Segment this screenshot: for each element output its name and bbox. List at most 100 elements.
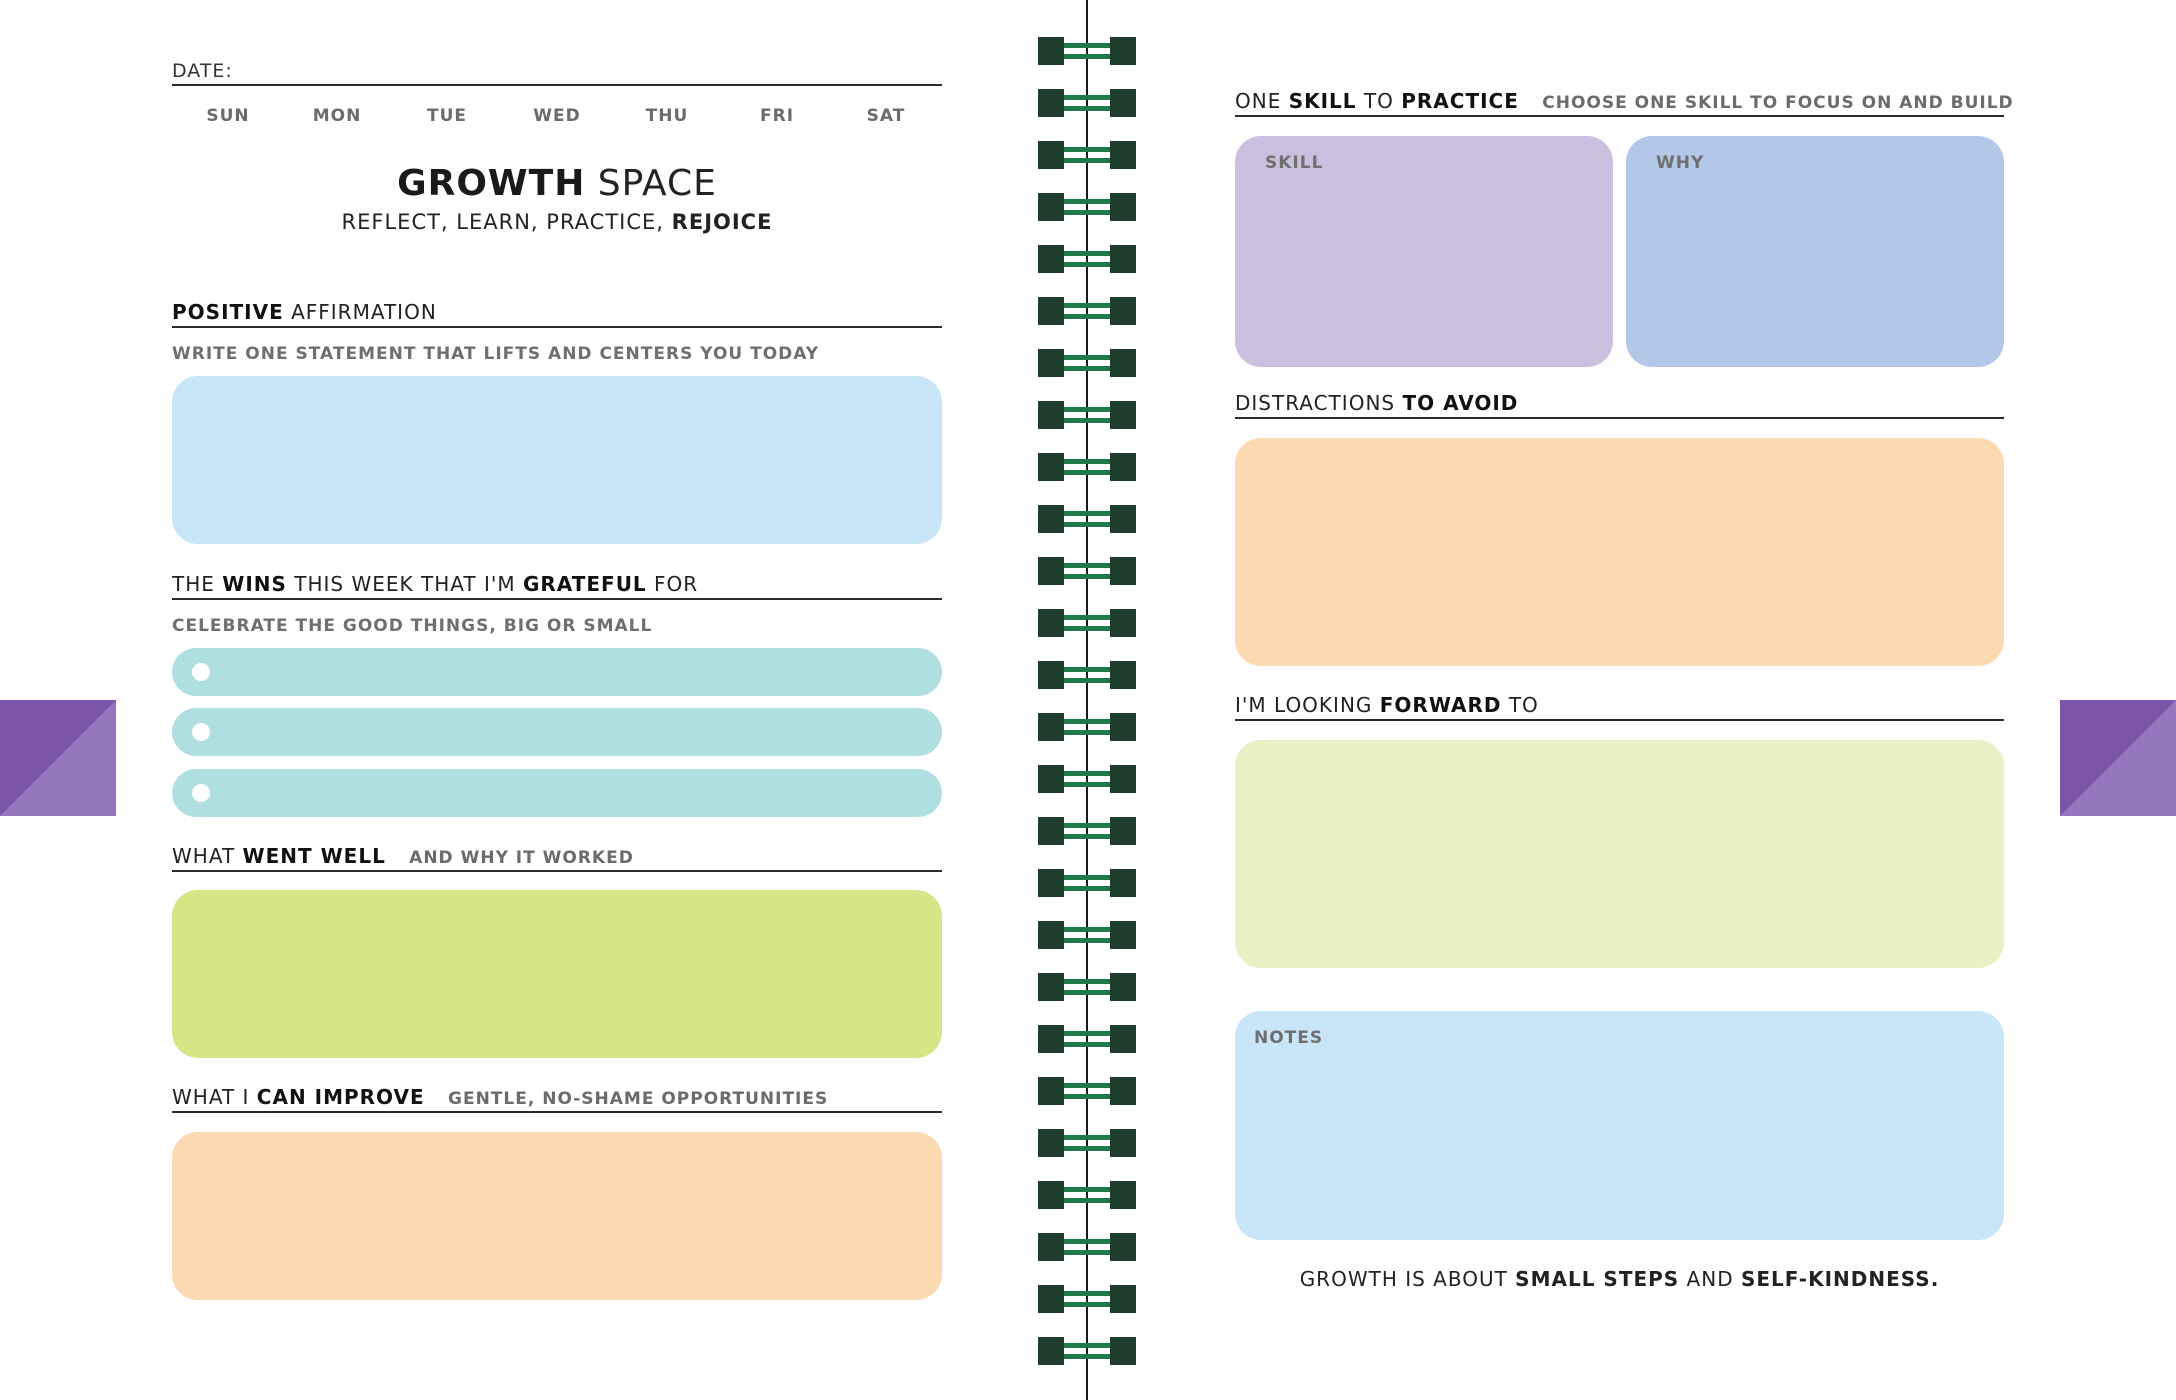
binding-coil <box>1038 349 1136 377</box>
day-wed[interactable]: WED <box>533 106 581 126</box>
footer-t4: SELF-KINDNESS. <box>1740 1267 1940 1291</box>
affirmation-input-box[interactable] <box>172 376 942 544</box>
binding-coil <box>1038 245 1136 273</box>
title-bold: GROWTH <box>397 163 586 204</box>
improve-heading-t2: CAN IMPROVE <box>256 1085 425 1109</box>
binding-coil <box>1038 921 1136 949</box>
improve-heading: WHAT I CAN IMPROVE GENTLE, NO-SHAME OPPO… <box>172 1085 828 1109</box>
binding-coil <box>1038 1233 1136 1261</box>
binding-coil <box>1038 557 1136 585</box>
page-title: GROWTH SPACE <box>172 163 942 204</box>
improve-heading-t1: WHAT I <box>172 1085 250 1109</box>
notes-input-box[interactable]: NOTES <box>1235 1011 2004 1240</box>
skill-label: SKILL <box>1265 153 1324 173</box>
forward-heading-t2: FORWARD <box>1379 693 1502 717</box>
went-well-heading: WHAT WENT WELL AND WHY IT WORKED <box>172 844 634 868</box>
forward-heading: I'M LOOKING FORWARD TO <box>1235 693 1539 717</box>
affirmation-heading-rest: AFFIRMATION <box>291 300 437 324</box>
page-subtitle: REFLECT, LEARN, PRACTICE, REJOICE <box>172 210 942 234</box>
skill-heading-t4: PRACTICE <box>1401 89 1519 113</box>
footer-t2: SMALL STEPS <box>1515 1267 1680 1291</box>
skill-heading-t2: SKILL <box>1288 89 1357 113</box>
binding-coil <box>1038 37 1136 65</box>
binding-coil <box>1038 973 1136 1001</box>
why-input-box[interactable]: WHY <box>1626 136 2004 367</box>
day-tue[interactable]: TUE <box>426 106 468 126</box>
day-sun[interactable]: SUN <box>206 106 250 126</box>
went-well-heading-t1: WHAT <box>172 844 236 868</box>
right-page-tab[interactable] <box>2060 700 2176 816</box>
improve-rule <box>172 1111 942 1113</box>
spine-line <box>1086 0 1088 1400</box>
binding-coil <box>1038 401 1136 429</box>
win-line-1[interactable] <box>172 648 942 696</box>
win-line-3[interactable] <box>172 769 942 817</box>
binding-coil <box>1038 193 1136 221</box>
bullet-icon <box>192 663 210 681</box>
binding-coil <box>1038 713 1136 741</box>
wins-rule <box>172 598 942 600</box>
binding-coil <box>1038 1181 1136 1209</box>
day-thu[interactable]: THU <box>645 106 689 126</box>
distractions-input-box[interactable] <box>1235 438 2004 666</box>
binding-coil <box>1038 661 1136 689</box>
binding-coil <box>1038 765 1136 793</box>
binding-coil <box>1038 89 1136 117</box>
binding-coil <box>1038 505 1136 533</box>
wins-heading-t2: WINS <box>222 572 287 596</box>
binding-coil <box>1038 141 1136 169</box>
why-label: WHY <box>1656 153 1705 173</box>
went-well-rule <box>172 870 942 872</box>
day-mon[interactable]: MON <box>312 106 362 126</box>
win-line-2[interactable] <box>172 708 942 756</box>
skill-note: CHOOSE ONE SKILL TO FOCUS ON AND BUILD <box>1542 93 2014 113</box>
bullet-icon <box>192 784 210 802</box>
binding-coil <box>1038 1077 1136 1105</box>
distractions-heading: DISTRACTIONS TO AVOID <box>1235 391 1518 415</box>
skill-heading-t1: ONE <box>1235 89 1282 113</box>
distractions-heading-t1: DISTRACTIONS <box>1235 391 1396 415</box>
skill-rule <box>1235 115 2004 117</box>
notes-label: NOTES <box>1254 1028 1324 1048</box>
wins-hint: CELEBRATE THE GOOD THINGS, BIG OR SMALL <box>172 616 653 636</box>
day-sat[interactable]: SAT <box>866 106 906 126</box>
went-well-heading-t2: WENT WELL <box>242 844 386 868</box>
wins-heading-t5: FOR <box>654 572 699 596</box>
affirmation-rule <box>172 326 942 328</box>
went-well-input-box[interactable] <box>172 890 942 1058</box>
forward-heading-t3: TO <box>1508 693 1539 717</box>
improve-note: GENTLE, NO-SHAME OPPORTUNITIES <box>448 1089 829 1109</box>
binding-coil <box>1038 453 1136 481</box>
binding-coil <box>1038 817 1136 845</box>
affirmation-heading-bold: POSITIVE <box>172 300 284 324</box>
date-line <box>172 84 942 86</box>
improve-input-box[interactable] <box>172 1132 942 1300</box>
forward-input-box[interactable] <box>1235 740 2004 968</box>
went-well-note: AND WHY IT WORKED <box>409 848 634 868</box>
wins-heading-t3: THIS WEEK THAT I'M <box>294 572 516 596</box>
left-page-tab[interactable] <box>0 700 116 816</box>
skill-heading: ONE SKILL TO PRACTICE CHOOSE ONE SKILL T… <box>1235 89 2014 113</box>
day-fri[interactable]: FRI <box>759 106 795 126</box>
binding-coil <box>1038 1337 1136 1365</box>
binding-coil <box>1038 609 1136 637</box>
subtitle-light: REFLECT, LEARN, PRACTICE, <box>341 210 664 234</box>
distractions-rule <box>1235 417 2004 419</box>
binding-coil <box>1038 1285 1136 1313</box>
wins-heading-t1: THE <box>172 572 215 596</box>
wins-heading: THE WINS THIS WEEK THAT I'M GRATEFUL FOR <box>172 572 698 596</box>
binding-coil <box>1038 297 1136 325</box>
affirmation-hint: WRITE ONE STATEMENT THAT LIFTS AND CENTE… <box>172 344 820 364</box>
affirmation-heading: POSITIVE AFFIRMATION <box>172 300 437 324</box>
skill-input-box[interactable]: SKILL <box>1235 136 1613 367</box>
footer-t1: GROWTH IS ABOUT <box>1299 1267 1508 1291</box>
binding-coil <box>1038 1129 1136 1157</box>
binding-coil <box>1038 1025 1136 1053</box>
forward-rule <box>1235 719 2004 721</box>
distractions-heading-t2: TO AVOID <box>1402 391 1519 415</box>
skill-heading-t3: TO <box>1363 89 1394 113</box>
date-label: DATE: <box>172 60 233 82</box>
wins-heading-t4: GRATEFUL <box>522 572 647 596</box>
forward-heading-t1: I'M LOOKING <box>1235 693 1373 717</box>
title-light: SPACE <box>597 163 717 204</box>
